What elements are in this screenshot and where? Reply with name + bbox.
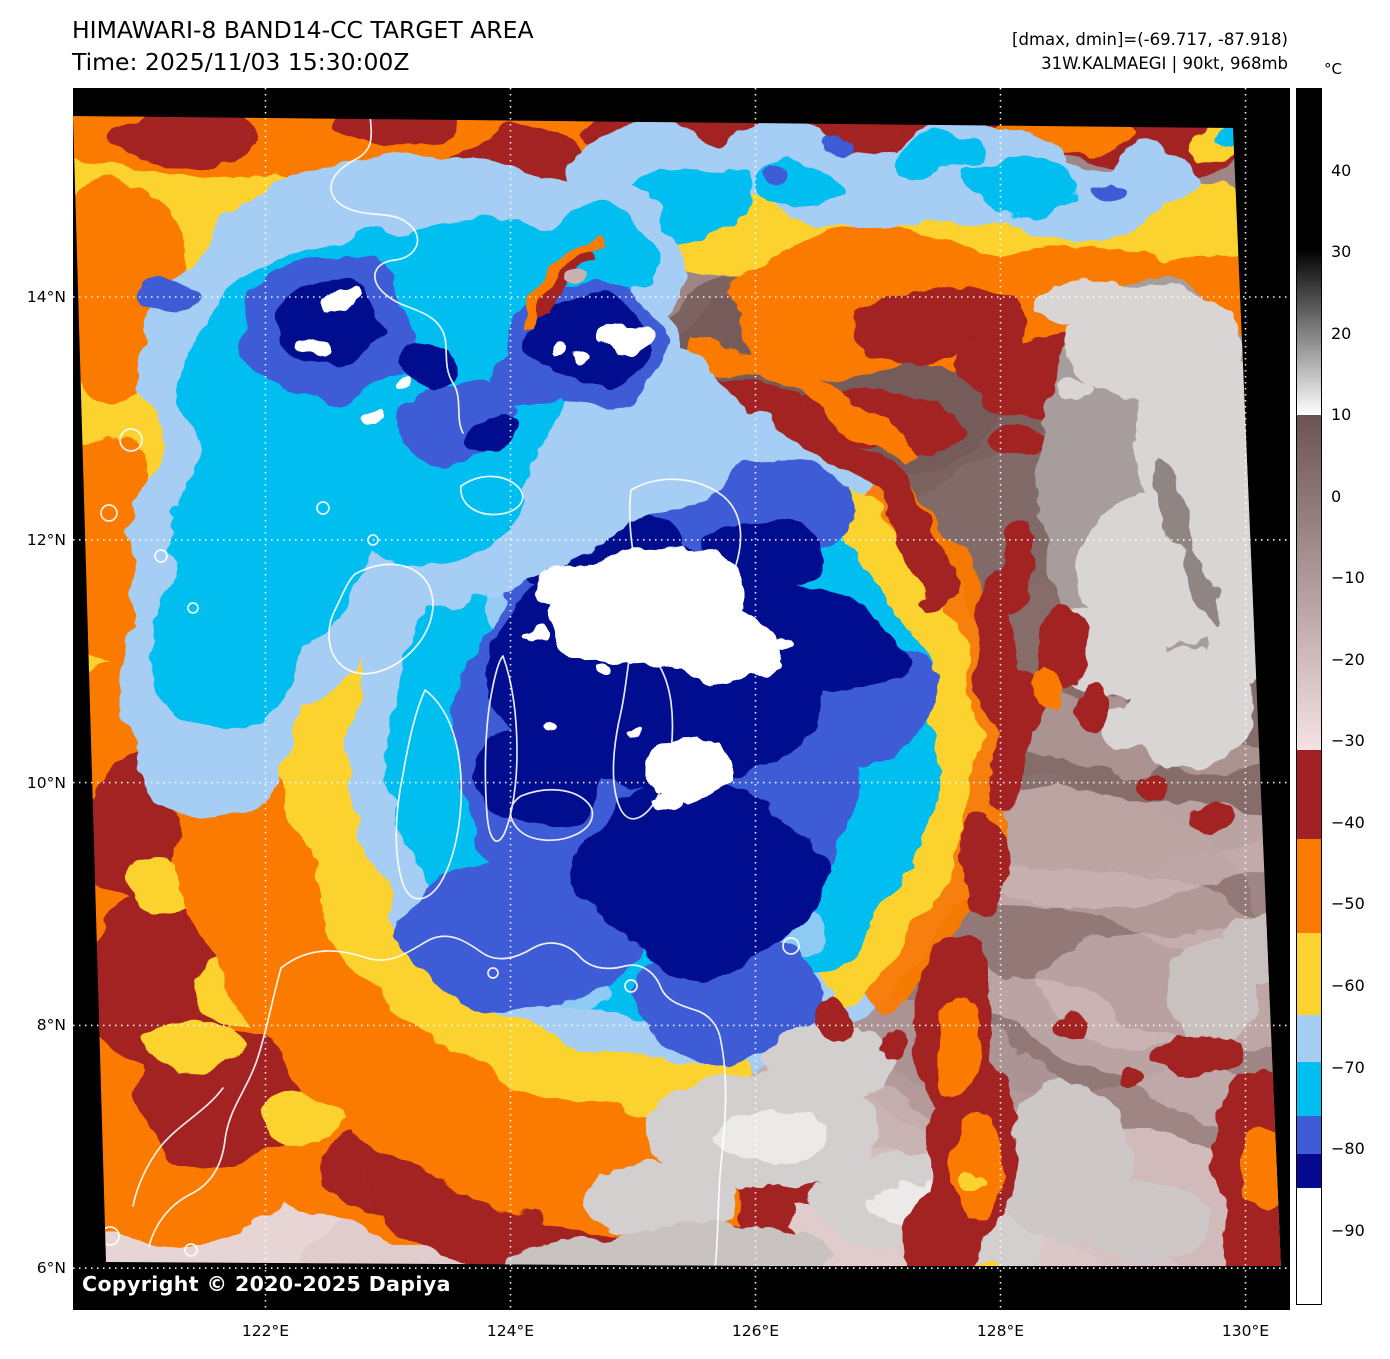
- temperature-colorbar: [1296, 88, 1322, 1305]
- colorbar-tick-label: −50: [1331, 894, 1365, 914]
- storm-readout: 31W.KALMAEGI | 90kt, 968mb: [1041, 54, 1288, 73]
- info-block: [dmax, dmin]=(-69.717, -87.918) 31W.KALM…: [1012, 28, 1288, 76]
- colorbar-tick-label: −80: [1331, 1139, 1365, 1159]
- colorbar-tick-label: −60: [1331, 976, 1365, 996]
- colorbar-tick-label: −90: [1331, 1220, 1365, 1240]
- coastlines: [100, 116, 800, 1269]
- swath-bottom-gap: [73, 1266, 1290, 1310]
- y-tick-label: 14°N: [26, 288, 66, 306]
- y-tick-label: 12°N: [26, 530, 66, 549]
- page-title: HIMAWARI-8 BAND14-CC TARGET AREA: [72, 16, 534, 44]
- colorbar-tick-label: −30: [1331, 731, 1365, 751]
- title-block: HIMAWARI-8 BAND14-CC TARGET AREA Time: 2…: [72, 14, 534, 78]
- x-tick-label: 126°E: [731, 1322, 780, 1340]
- x-tick-label: 122°E: [241, 1322, 290, 1340]
- colorbar-segment: [1297, 1153, 1321, 1189]
- colorbar-tick-label: 10: [1331, 405, 1352, 425]
- timestamp: Time: 2025/11/03 15:30:00Z: [72, 48, 410, 76]
- colorbar-segment: [1297, 932, 1321, 1015]
- colorbar-segment: [1297, 1188, 1321, 1304]
- colorbar-segment: [1297, 1014, 1321, 1062]
- y-tick-label: 10°N: [26, 773, 66, 792]
- colorbar-tick-label: −40: [1331, 813, 1365, 833]
- colorbar-tick-label: −10: [1331, 568, 1365, 588]
- colorbar-segment: [1297, 1115, 1321, 1154]
- graticule: [73, 88, 1290, 1310]
- x-tick-label: 128°E: [976, 1322, 1025, 1340]
- y-tick-label: 8°N: [36, 1016, 66, 1035]
- satellite-map: Copyright © 2020-2025 Dapiya: [73, 88, 1290, 1310]
- colorbar-tick-label: −20: [1331, 649, 1365, 669]
- colorbar-segment: [1297, 252, 1321, 416]
- colorbar-tick-label: 30: [1331, 242, 1352, 262]
- colorbar-segment: [1297, 839, 1321, 933]
- y-tick-label: 6°N: [36, 1259, 66, 1278]
- colorbar-tick-label: −70: [1331, 1057, 1365, 1077]
- colorbar-tick-label: 40: [1331, 160, 1352, 180]
- colorbar-segment: [1297, 89, 1321, 253]
- colorbar-segment: [1297, 1061, 1321, 1116]
- colorbar-tick-label: 20: [1331, 323, 1352, 343]
- data-swath: [73, 116, 1281, 1269]
- dmax-dmin-readout: [dmax, dmin]=(-69.717, -87.918): [1012, 30, 1288, 49]
- colorbar-tick-label: 0: [1331, 486, 1342, 506]
- colorbar-unit-label: °C: [1324, 60, 1342, 78]
- copyright-watermark: Copyright © 2020-2025 Dapiya: [82, 1272, 451, 1296]
- colorbar-segment: [1297, 415, 1321, 750]
- x-tick-label: 130°E: [1221, 1322, 1270, 1340]
- x-tick-label: 124°E: [486, 1322, 535, 1340]
- satellite-image: [73, 88, 1290, 1310]
- colorbar-segment: [1297, 749, 1321, 840]
